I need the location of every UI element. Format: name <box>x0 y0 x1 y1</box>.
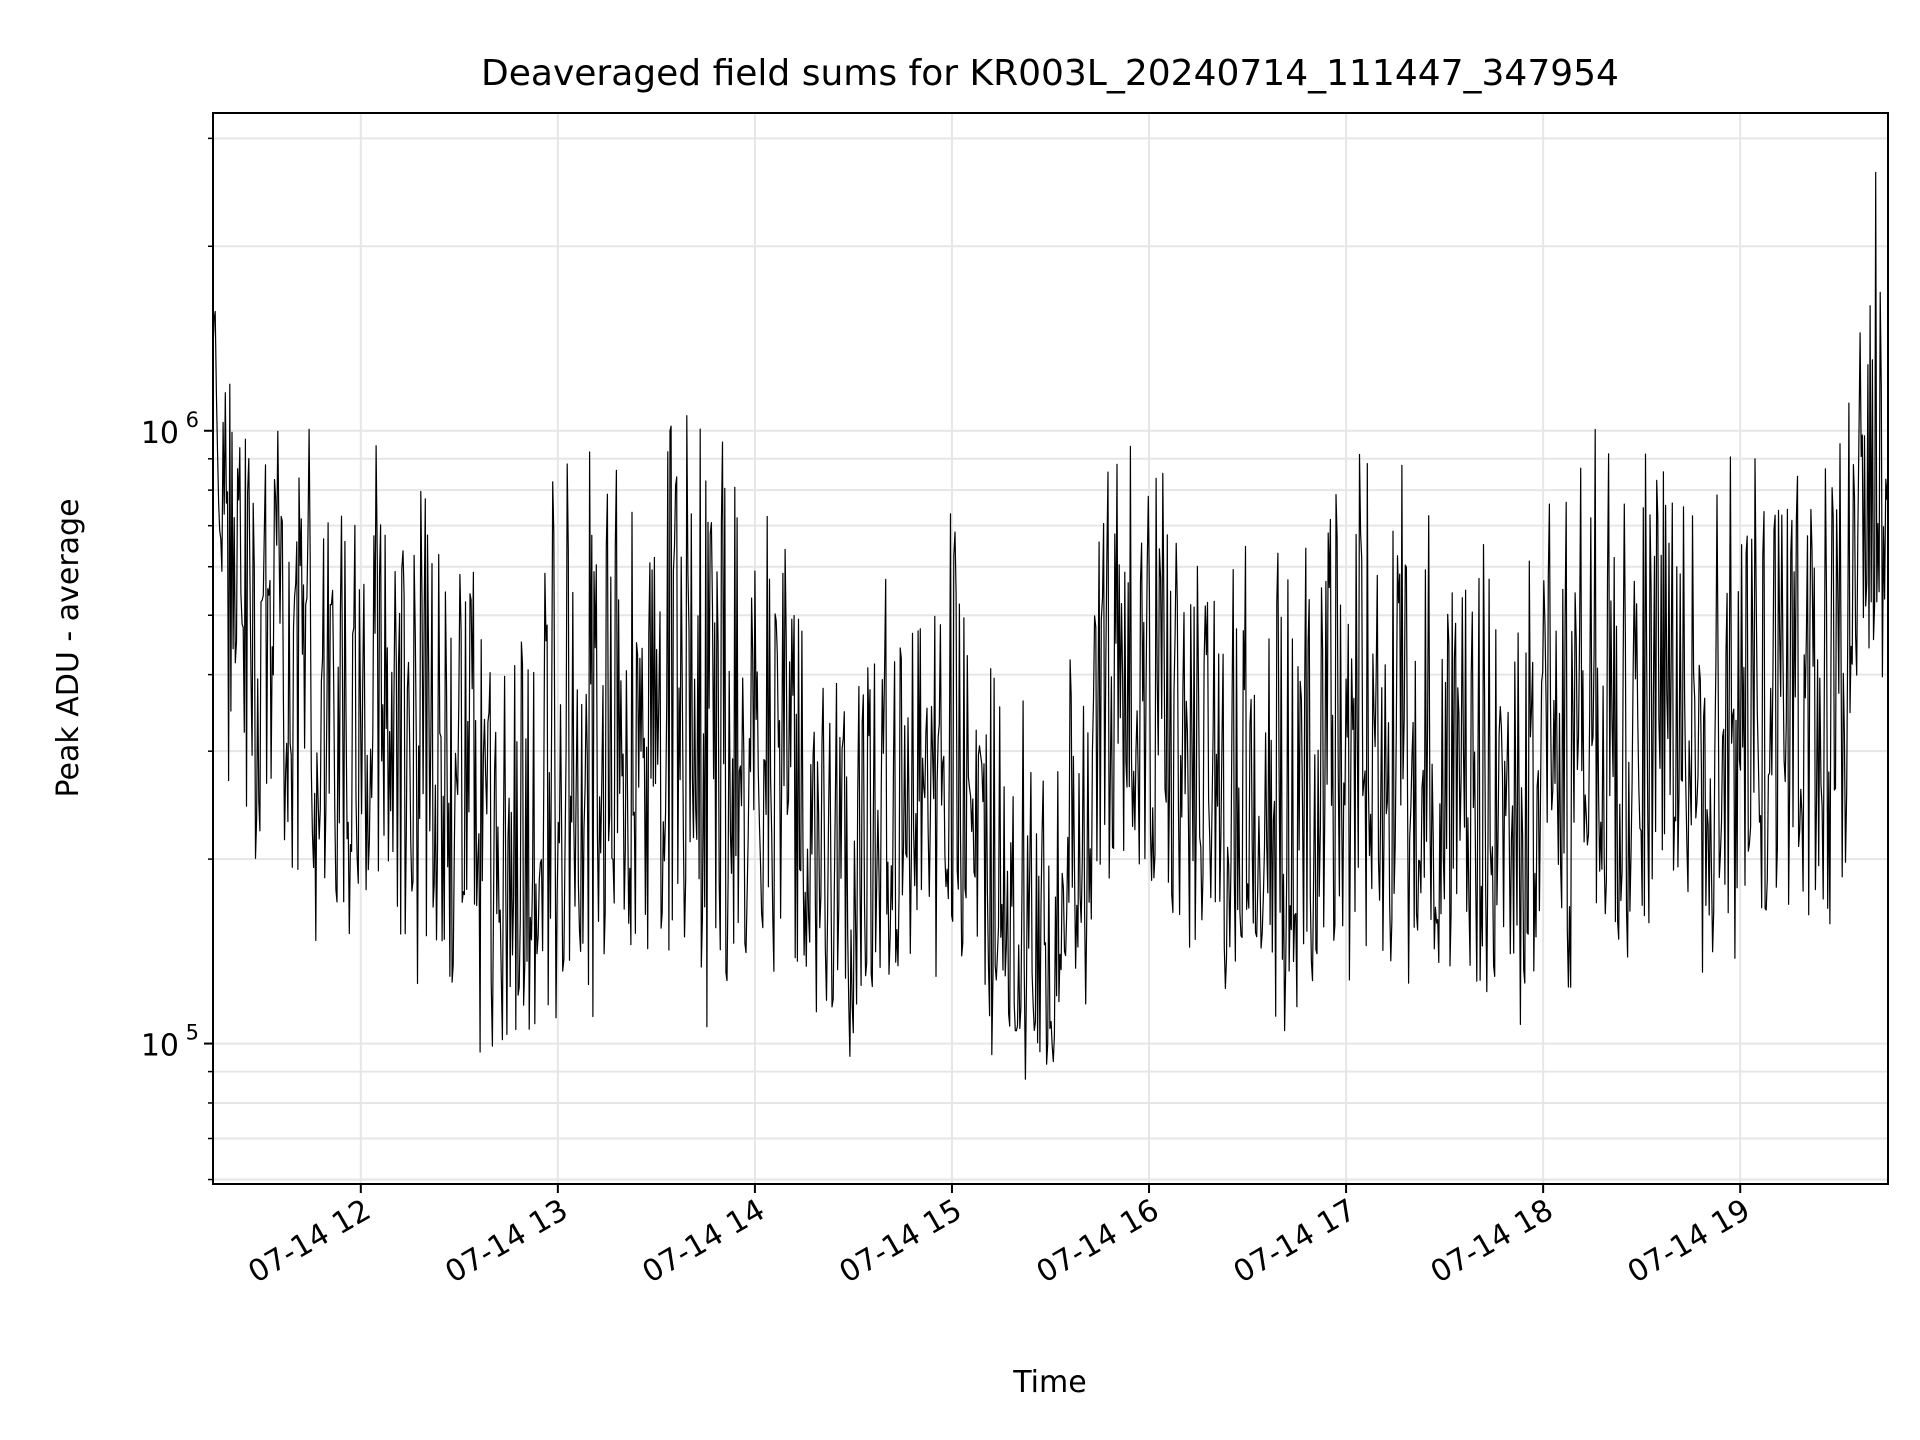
y-axis: 10 5 10 6 <box>141 137 213 1181</box>
plot-frame <box>212 112 1889 1185</box>
series-line <box>213 171 1888 1080</box>
y-tick-label: 10 <box>141 416 179 451</box>
series-layer <box>213 171 1888 1080</box>
y-axis-label: Peak ADU - average <box>51 498 86 797</box>
y-tick-label: 10 <box>141 1029 179 1064</box>
y-tick-exponent: 6 <box>186 408 199 432</box>
x-axis-label: Time <box>1012 1365 1086 1400</box>
chart-title: Deaveraged field sums for KR003L_2024071… <box>481 53 1619 94</box>
y-tick-exponent: 5 <box>186 1021 199 1045</box>
